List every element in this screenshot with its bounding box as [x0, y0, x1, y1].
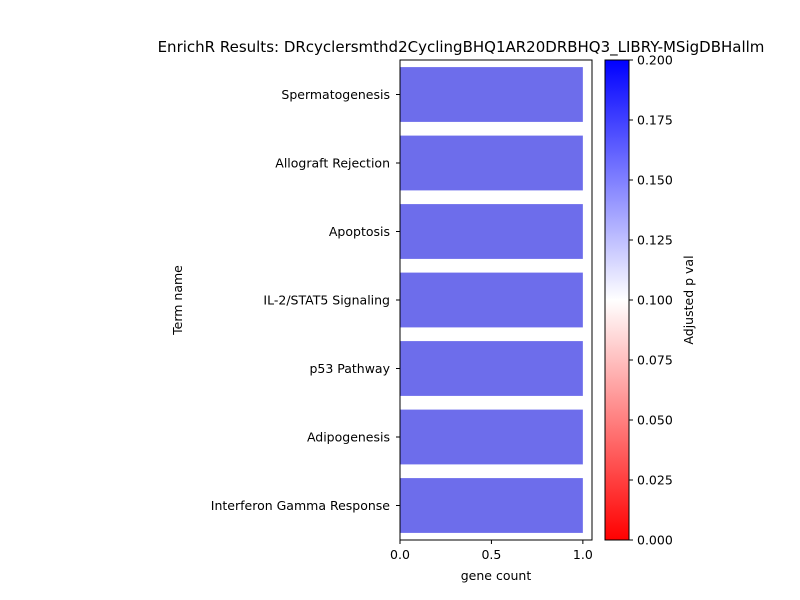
bar-allograft-rejection	[400, 135, 583, 191]
y-tick-label: Adipogenesis	[307, 430, 390, 445]
bar-apoptosis	[400, 204, 583, 259]
colorbar-tick-label: 0.100	[637, 293, 673, 308]
colorbar-tick-label: 0.025	[637, 473, 673, 488]
colorbar-tick-label: 0.150	[637, 173, 673, 188]
bar-spermatogenesis	[400, 67, 583, 122]
x-tick-label: 0.5	[481, 547, 501, 562]
colorbar-label: Adjusted p val	[681, 255, 696, 344]
colorbar-tick-layer: 0.000 0.025 0.050 0.075 0.100 0.125 0.150 0.175…	[629, 53, 673, 548]
bar-il-2-stat5-signaling	[400, 272, 583, 328]
x-tick-label: 0.0	[390, 547, 410, 562]
colorbar-tick-label: 0.000	[637, 533, 673, 548]
y-tick-layer: Spermatogenesis Allograft Rejection Apopto…	[211, 87, 400, 513]
bar-adipogenesis	[400, 409, 583, 465]
colorbar-tick-label: 0.175	[637, 113, 673, 128]
y-axis-label: Term name	[170, 265, 185, 336]
y-tick-label: Spermatogenesis	[281, 87, 390, 102]
colorbar-tick-label: 0.125	[637, 233, 673, 248]
y-tick-label: IL-2/STAT5 Signaling	[263, 293, 390, 308]
bar-p53-pathway	[400, 341, 583, 396]
colorbar-tick-label: 0.050	[637, 413, 673, 428]
x-tick-layer: 0.0 0.5 1.0	[390, 540, 593, 562]
bar-interferon-gamma-response	[400, 478, 583, 533]
x-axis-label: gene count	[461, 568, 532, 583]
colorbar-tick-label: 0.075	[637, 353, 673, 368]
colorbar-tick-label: 0.200	[637, 53, 673, 68]
y-tick-label: p53 Pathway	[309, 361, 390, 376]
y-tick-label: Allograft Rejection	[275, 156, 390, 171]
bars-layer	[400, 67, 583, 533]
x-tick-label: 1.0	[573, 547, 593, 562]
chart-title: EnrichR Results: DRcyclersmthd2CyclingBH…	[158, 38, 765, 57]
y-tick-label: Interferon Gamma Response	[211, 498, 391, 513]
colorbar-gradient	[604, 59, 630, 541]
y-tick-label: Apoptosis	[329, 224, 390, 239]
plot-frame	[399, 59, 593, 541]
